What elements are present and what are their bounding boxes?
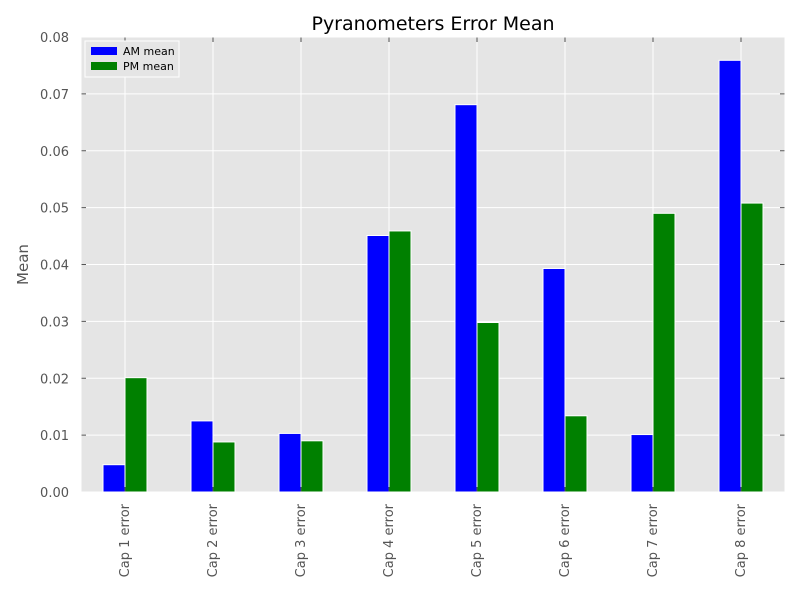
y-tick-label: 0.06 — [40, 145, 69, 160]
bar-am-2 — [190, 420, 214, 493]
y-tick-label: 0.07 — [40, 88, 69, 103]
y-tick-label: 0.03 — [40, 315, 69, 330]
bar-am-7 — [630, 434, 654, 493]
x-tick-label: Cap 1 error — [118, 503, 133, 577]
bar-am-1 — [102, 464, 126, 493]
legend-swatch-pm — [91, 62, 117, 70]
bar-pm-4 — [388, 230, 412, 493]
y-tick-label: 0.02 — [40, 372, 69, 387]
x-tick-label: Cap 8 error — [734, 503, 749, 577]
legend: AM mean PM mean — [84, 40, 180, 78]
bars — [102, 59, 764, 493]
legend-label-am: AM mean — [123, 45, 175, 58]
bar-pm-3 — [300, 440, 324, 493]
bar-pm-1 — [124, 377, 148, 493]
y-tick-label: 0.01 — [40, 429, 69, 444]
bar-pm-2 — [212, 441, 236, 493]
x-tick-label: Cap 5 error — [470, 503, 485, 577]
y-tick-label: 0.08 — [40, 31, 69, 46]
y-tick-label: 0.05 — [40, 202, 69, 217]
y-tick-label: 0.04 — [40, 259, 69, 274]
bar-am-6 — [542, 267, 566, 493]
bar-am-3 — [278, 432, 302, 493]
bar-pm-8 — [740, 202, 764, 493]
x-tick-label: Cap 2 error — [206, 503, 221, 577]
bar-am-8 — [718, 59, 742, 493]
x-tick-label: Cap 4 error — [382, 503, 397, 577]
y-axis-label: Mean — [14, 244, 32, 285]
bar-am-5 — [454, 104, 478, 493]
chart-title: Pyranometers Error Mean — [311, 13, 554, 35]
x-tick-label: Cap 7 error — [646, 503, 661, 577]
x-tick-label: Cap 3 error — [294, 503, 309, 577]
y-tick-label: 0.00 — [40, 486, 69, 501]
bar-pm-6 — [564, 415, 588, 493]
x-tick-label: Cap 6 error — [558, 503, 573, 577]
plot-frame — [80, 36, 786, 493]
bar-pm-5 — [476, 322, 500, 493]
legend-label-pm: PM mean — [123, 60, 174, 73]
bar-am-4 — [366, 234, 390, 493]
legend-swatch-am — [91, 47, 117, 55]
bar-pm-7 — [652, 212, 676, 493]
axes: 0.00 0.01 0.02 0.03 0.04 0.05 0.06 0.07 0.08 Cap … — [40, 31, 786, 577]
